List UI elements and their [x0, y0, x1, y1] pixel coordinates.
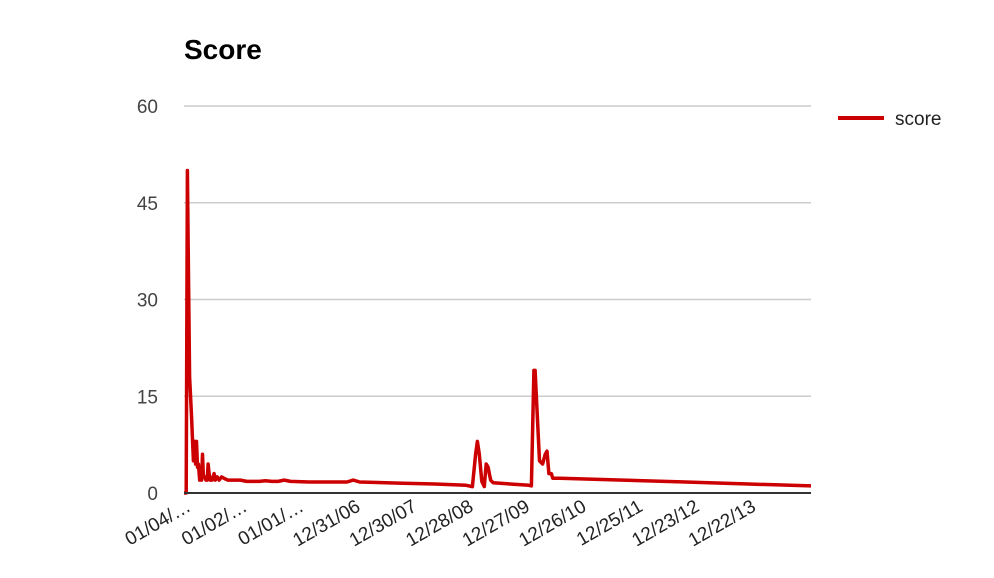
x-axis-ticks: 01/04/…01/02/…01/01/…12/31/0612/30/0712/… [122, 496, 760, 551]
y-tick-label: 60 [137, 97, 158, 118]
chart-title: Score [184, 34, 262, 65]
y-tick-label: 30 [137, 291, 158, 312]
y-tick-label: 0 [147, 484, 158, 505]
grid-lines [184, 105, 811, 397]
legend: score [838, 109, 941, 130]
legend-label-score: score [895, 109, 941, 130]
y-axis-ticks: 0 15 30 45 60 [137, 97, 158, 505]
y-tick-label: 15 [137, 387, 158, 408]
y-tick-label: 45 [137, 194, 158, 215]
series-line-score [184, 168, 812, 495]
